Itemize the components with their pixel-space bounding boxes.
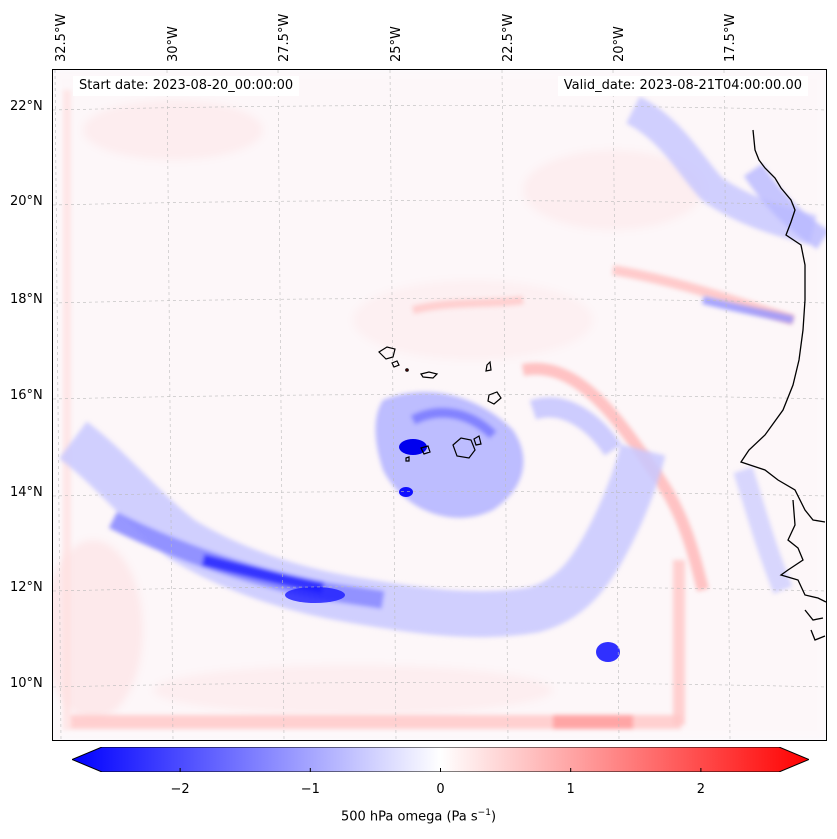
parallel-line [53,394,826,400]
latitude-label: 20°N [10,194,43,209]
colorbar-tick-label: −1 [300,782,320,797]
longitude-label: 27.5°W [277,13,292,62]
meridian-line [501,70,509,740]
intense-ascent-cores [285,439,620,662]
colorbar-tick-label: 1 [566,782,575,797]
cape-verde-islands [378,346,502,462]
longitude-label: 17.5°W [723,13,738,62]
meridian-line [723,70,731,740]
boundary-artifact [63,90,685,730]
colorbar-label-text: 500 hPa omega (Pa s [340,809,478,825]
colorbar-tick-marks [179,768,702,772]
coastline [739,129,826,641]
parallel-line [53,200,826,206]
latitude-label: 12°N [10,580,43,595]
longitude-label: 20°W [612,26,627,62]
parallel-line [53,491,826,497]
parallel-line [53,586,826,592]
latitude-label: 10°N [10,676,43,691]
latitude-label: 16°N [10,388,43,403]
negative-omega-bands [58,96,826,638]
parallel-line [53,105,826,111]
latitude-label: 22°N [10,99,43,114]
longitude-label: 22.5°W [501,13,516,62]
longitude-label: 30°W [166,26,181,62]
latitude-label: 14°N [10,485,43,500]
colorbar [72,747,809,772]
meridian-line [277,70,285,740]
parallel-line [53,682,826,688]
latitude-label: 18°N [10,292,43,307]
meridian-line [54,70,62,740]
colorbar-label-suffix: ) [490,809,497,825]
colorbar-label: 500 hPa omega (Pa s−1) [0,808,837,824]
start-date-label: Start date: 2023-08-20_00:00:00 [73,76,300,96]
meridian-line [612,70,620,740]
valid-date-label: Valid_date: 2023-08-21T04:00:00.00 [557,76,808,96]
longitude-label: 25°W [389,26,404,62]
longitude-label: 32.5°W [54,13,69,62]
colorbar-tick-label: 2 [696,782,706,797]
parallel-line [53,298,826,304]
colorbar-tick-label: −2 [170,782,190,797]
map-panel: Start date: 2023-08-20_00:00:00 Valid_da… [52,69,827,741]
meridian-line [166,70,174,740]
colorbar-tick-label: 0 [436,782,445,797]
omega-map [53,70,826,740]
colorbar-body [72,747,809,772]
colorbar-label-exponent: −1 [477,808,491,818]
gridlines [53,70,826,740]
meridian-line [389,70,397,740]
